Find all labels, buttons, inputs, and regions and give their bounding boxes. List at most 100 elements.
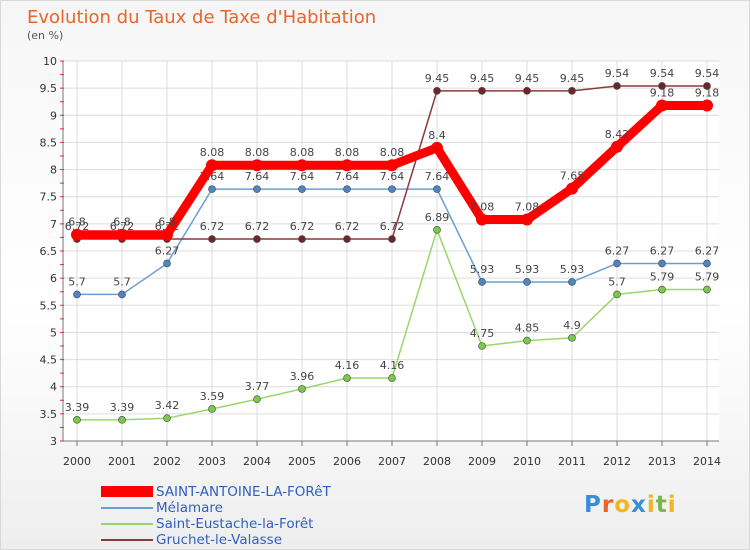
data-label: 8.08 xyxy=(200,146,225,159)
data-label: 3.39 xyxy=(110,401,135,414)
data-point xyxy=(476,213,488,226)
y-tick-label: 7.5 xyxy=(40,191,58,204)
data-label: 7.64 xyxy=(290,170,315,183)
data-label: 5.79 xyxy=(695,271,720,284)
data-point xyxy=(568,87,576,95)
data-point xyxy=(251,159,263,172)
data-label: 9.54 xyxy=(650,67,675,80)
x-tick-label: 2001 xyxy=(108,455,136,468)
logo-letter: o xyxy=(614,492,632,518)
legend-label: Saint-Eustache-la-Forêt xyxy=(156,516,314,532)
data-point xyxy=(568,278,576,286)
data-label: 7.65 xyxy=(560,170,585,183)
data-point xyxy=(613,259,621,268)
data-label: 7.08 xyxy=(515,201,540,214)
data-point xyxy=(523,336,531,345)
data-label: 6.72 xyxy=(200,220,225,233)
legend-swatch xyxy=(101,539,153,541)
data-label: 6.72 xyxy=(335,220,360,233)
y-tick-label: 6 xyxy=(50,272,57,285)
x-tick-label: 2004 xyxy=(243,455,271,468)
data-label: 5.7 xyxy=(113,275,131,288)
data-point xyxy=(658,259,666,268)
data-point xyxy=(613,82,621,90)
x-tick-label: 2011 xyxy=(558,455,586,468)
data-label: 9.45 xyxy=(560,72,585,85)
y-tick-label: 8 xyxy=(50,164,57,177)
x-tick-label: 2014 xyxy=(693,455,721,468)
data-point xyxy=(703,82,711,90)
data-point xyxy=(568,334,576,342)
legend-swatch xyxy=(101,523,153,525)
data-point xyxy=(208,235,216,243)
data-label: 3.59 xyxy=(200,390,225,403)
data-point xyxy=(523,87,531,95)
data-point xyxy=(116,228,128,241)
data-label: 9.18 xyxy=(695,87,720,100)
x-tick-label: 2006 xyxy=(333,455,361,468)
legend-label: Mélamare xyxy=(156,500,223,516)
data-point xyxy=(298,385,306,393)
data-label: 6.72 xyxy=(290,220,315,233)
data-point xyxy=(73,416,81,424)
data-point xyxy=(703,285,711,294)
x-tick-label: 2007 xyxy=(378,455,406,468)
data-point xyxy=(296,159,308,172)
logo-letter: r xyxy=(601,492,615,518)
data-label: 8.08 xyxy=(290,146,315,159)
data-point xyxy=(433,87,441,95)
x-tick-label: 2010 xyxy=(513,455,541,468)
x-tick-label: 2000 xyxy=(63,455,91,468)
data-label: 8.08 xyxy=(380,146,405,159)
data-point xyxy=(208,405,216,413)
data-point xyxy=(253,185,261,193)
data-label: 6.72 xyxy=(245,220,270,233)
y-tick-label: 4 xyxy=(50,381,57,394)
data-point xyxy=(208,185,216,193)
data-point xyxy=(658,82,666,90)
data-point xyxy=(523,278,531,286)
data-label: 7.64 xyxy=(335,170,360,183)
data-label: 6.27 xyxy=(155,244,180,257)
data-point xyxy=(343,185,351,193)
data-label: 5.7 xyxy=(608,275,626,288)
data-point xyxy=(433,185,441,193)
data-label: 6.27 xyxy=(605,244,630,257)
data-label: 4.16 xyxy=(380,359,405,372)
data-label: 9.45 xyxy=(470,72,495,85)
data-label: 5.79 xyxy=(650,271,675,284)
data-label: 7.08 xyxy=(470,201,495,214)
data-label: 6.89 xyxy=(425,211,450,224)
x-tick-label: 2003 xyxy=(198,455,226,468)
data-label: 9.54 xyxy=(695,67,720,80)
data-label: 6.27 xyxy=(650,244,675,257)
data-label: 3.42 xyxy=(155,399,180,412)
data-point xyxy=(478,278,486,286)
data-label: 3.39 xyxy=(65,401,90,414)
data-label: 9.45 xyxy=(515,72,540,85)
data-label: 8.08 xyxy=(245,146,270,159)
data-point xyxy=(658,285,666,294)
y-tick-label: 9.5 xyxy=(40,82,58,95)
data-label: 6.8 xyxy=(113,216,131,229)
data-point xyxy=(613,290,621,299)
data-point xyxy=(478,87,486,95)
data-point xyxy=(118,290,126,299)
data-point xyxy=(703,259,711,268)
data-label: 9.45 xyxy=(425,72,450,85)
data-label: 3.96 xyxy=(290,370,315,383)
data-point xyxy=(611,140,623,153)
y-tick-label: 10 xyxy=(43,55,57,68)
x-tick-label: 2008 xyxy=(423,455,451,468)
proxiti-logo: Proxiti xyxy=(584,492,677,518)
data-point xyxy=(298,185,306,193)
legend-swatch xyxy=(101,486,153,497)
data-point xyxy=(163,414,171,423)
data-point xyxy=(431,141,443,154)
data-point xyxy=(71,228,83,241)
data-point xyxy=(656,99,668,112)
data-label: 9.54 xyxy=(605,67,630,80)
data-label: 6.72 xyxy=(110,220,135,233)
data-label: 6.8 xyxy=(68,216,86,229)
